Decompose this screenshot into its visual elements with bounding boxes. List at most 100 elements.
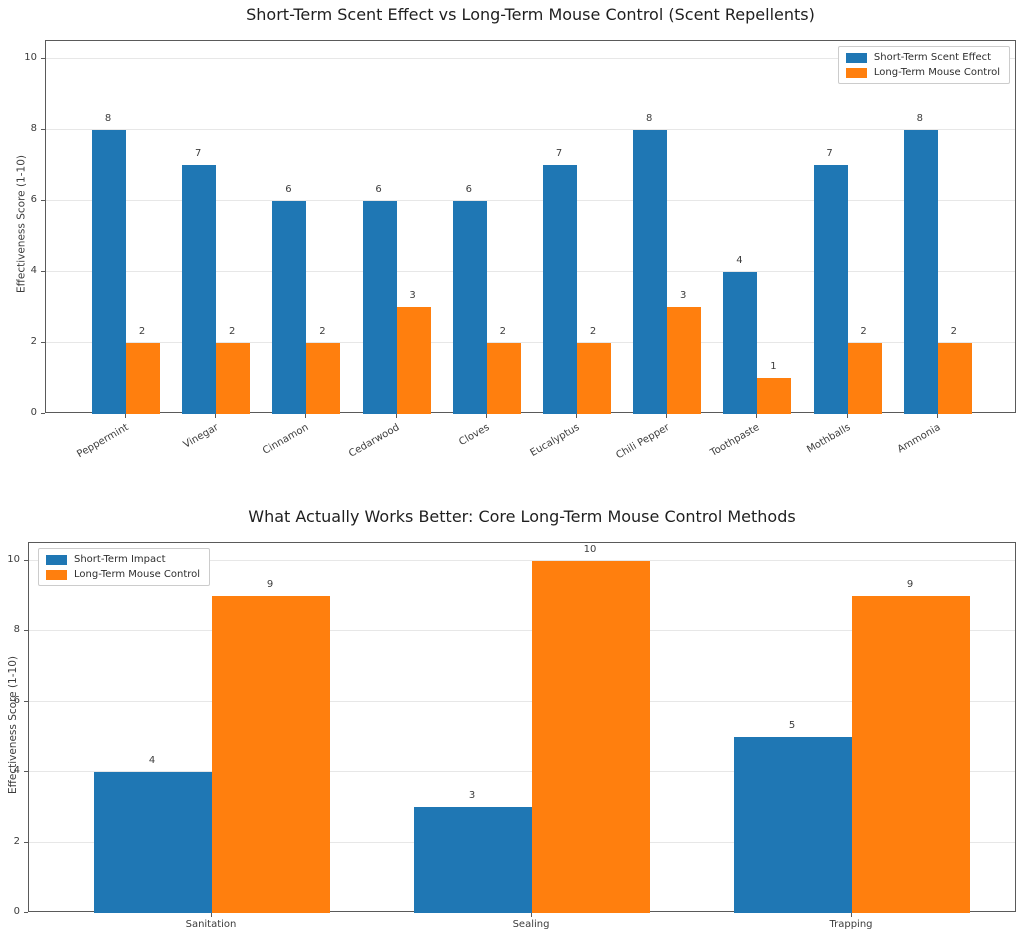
bar-long-term-mouse-control-peppermint [126, 342, 160, 414]
legend-label: Short-Term Impact [74, 554, 166, 565]
bar-value-label: 8 [916, 112, 923, 124]
y-tick-mark-6 [24, 700, 28, 702]
bar-long-term-mouse-control-eucalyptus [577, 342, 611, 414]
legend-label: Long-Term Mouse Control [873, 67, 1000, 78]
bar-value-label: 2 [589, 325, 597, 337]
x-tick-mark [215, 414, 217, 418]
bar-long-term-mouse-control-ammonia [937, 342, 972, 414]
plot-area-scent-repellents [45, 40, 1016, 414]
bar-value-label: 2 [950, 325, 957, 337]
x-tick-mark [666, 414, 668, 418]
bar-short-term-scent-effect-eucalyptus [543, 165, 577, 414]
bar-value-label: 9 [266, 578, 274, 590]
bar-value-label: 9 [906, 578, 914, 590]
x-tick-mark [846, 414, 848, 418]
y-tick-mark-2 [24, 841, 28, 843]
gridline-8 [46, 128, 1015, 130]
bar-short-term-scent-effect-cedarwood [362, 200, 397, 414]
y-tick-mark-8 [24, 630, 28, 632]
x-tick-mark [485, 414, 487, 418]
bar-value-label: 10 [583, 543, 597, 555]
bar-value-label: 2 [319, 325, 326, 337]
bar-value-label: 2 [860, 325, 867, 337]
y-tick-label-0: 0 [30, 407, 37, 418]
gridline-2 [46, 341, 1015, 343]
y-tick-mark-0 [24, 912, 28, 913]
bar-value-label: 8 [646, 112, 653, 124]
x-tick-mark [211, 913, 212, 917]
bar-short-term-scent-effect-mothballs [813, 165, 848, 414]
bar-value-label: 3 [468, 790, 476, 802]
x-tick-label-trapping: Trapping [829, 919, 873, 930]
bar-value-label: 8 [104, 112, 112, 124]
x-tick-mark [125, 414, 126, 418]
gridline-6 [29, 700, 1015, 702]
gridline-4 [29, 771, 1015, 773]
bar-value-label: 1 [770, 361, 777, 373]
bar-short-term-scent-effect-ammonia [903, 129, 938, 414]
y-tick-label-6: 6 [13, 694, 20, 706]
bar-short-term-scent-effect-peppermint [92, 129, 126, 414]
bar-value-label: 6 [285, 183, 292, 195]
bar-value-label: 7 [555, 148, 563, 160]
bar-long-term-mouse-control-sealing [532, 560, 650, 913]
bar-long-term-mouse-control-trapping [852, 595, 970, 913]
x-tick-mark [756, 414, 758, 418]
y-tick-label-0: 0 [13, 906, 20, 917]
bar-short-term-scent-effect-toothpaste [723, 271, 758, 414]
x-tick-label-sealing: Sealing [512, 919, 550, 930]
y-tick-label-8: 8 [30, 122, 37, 134]
chart-title-scent-repellents: Short-Term Scent Effect vs Long-Term Mou… [246, 5, 815, 24]
bar-value-label: 6 [375, 183, 382, 195]
y-axis-label-chart-2: Effectiveness Score (1-10) [7, 656, 19, 794]
legend-label: Long-Term Mouse Control [74, 569, 201, 580]
y-tick-mark-4 [41, 270, 45, 272]
x-tick-mark [851, 913, 852, 917]
bar-short-term-scent-effect-cinnamon [272, 200, 307, 414]
bar-value-label: 4 [148, 755, 156, 767]
x-tick-mark [305, 414, 307, 418]
x-tick-label-sanitation: Sanitation [185, 919, 237, 930]
y-tick-label-10: 10 [7, 553, 20, 565]
legend-entry: Short-Term Impact [46, 554, 200, 565]
x-tick-mark [531, 913, 532, 917]
y-tick-mark-0 [41, 413, 45, 414]
bar-long-term-mouse-control-sanitation [212, 595, 330, 913]
legend-chart-2: Short-Term Impact Long-Term Mouse Control [38, 548, 211, 586]
bar-value-label: 7 [195, 148, 202, 160]
bar-long-term-mouse-control-cinnamon [306, 342, 341, 414]
legend-swatch [46, 554, 67, 565]
bar-long-term-mouse-control-cedarwood [396, 307, 431, 414]
bar-value-label: 3 [409, 290, 416, 302]
legend-chart-1: Short-Term Scent Effect Long-Term Mouse C… [837, 46, 1010, 84]
y-tick-label-4: 4 [30, 264, 37, 276]
bar-value-label: 3 [680, 290, 687, 302]
bar-value-label: 7 [826, 148, 833, 160]
legend-entry: Long-Term Mouse Control [845, 67, 1000, 78]
gridline-10 [29, 559, 1015, 561]
y-tick-mark-10 [41, 57, 45, 59]
y-tick-label-10: 10 [24, 51, 37, 63]
y-tick-mark-6 [41, 199, 45, 201]
bar-value-label: 2 [499, 325, 506, 337]
gridline-6 [46, 199, 1015, 201]
x-tick-mark [576, 414, 577, 418]
gridline-8 [29, 630, 1015, 632]
bar-value-label: 2 [138, 325, 146, 337]
y-tick-mark-2 [41, 341, 45, 343]
bar-long-term-mouse-control-cloves [486, 342, 521, 414]
plot-area-core-methods [28, 542, 1016, 913]
y-tick-mark-10 [24, 559, 28, 561]
bar-short-term-scent-effect-cloves [452, 200, 487, 414]
bar-short-term-impact-trapping [734, 736, 852, 913]
x-tick-mark [395, 414, 397, 418]
y-tick-label-2: 2 [13, 835, 20, 847]
bar-value-label: 6 [465, 183, 472, 195]
bar-short-term-scent-effect-chili-pepper [633, 129, 668, 414]
y-tick-label-8: 8 [13, 624, 20, 636]
y-tick-mark-8 [41, 128, 45, 130]
bar-short-term-scent-effect-vinegar [182, 165, 217, 414]
legend-entry: Long-Term Mouse Control [46, 569, 200, 580]
y-tick-mark-4 [24, 771, 28, 773]
